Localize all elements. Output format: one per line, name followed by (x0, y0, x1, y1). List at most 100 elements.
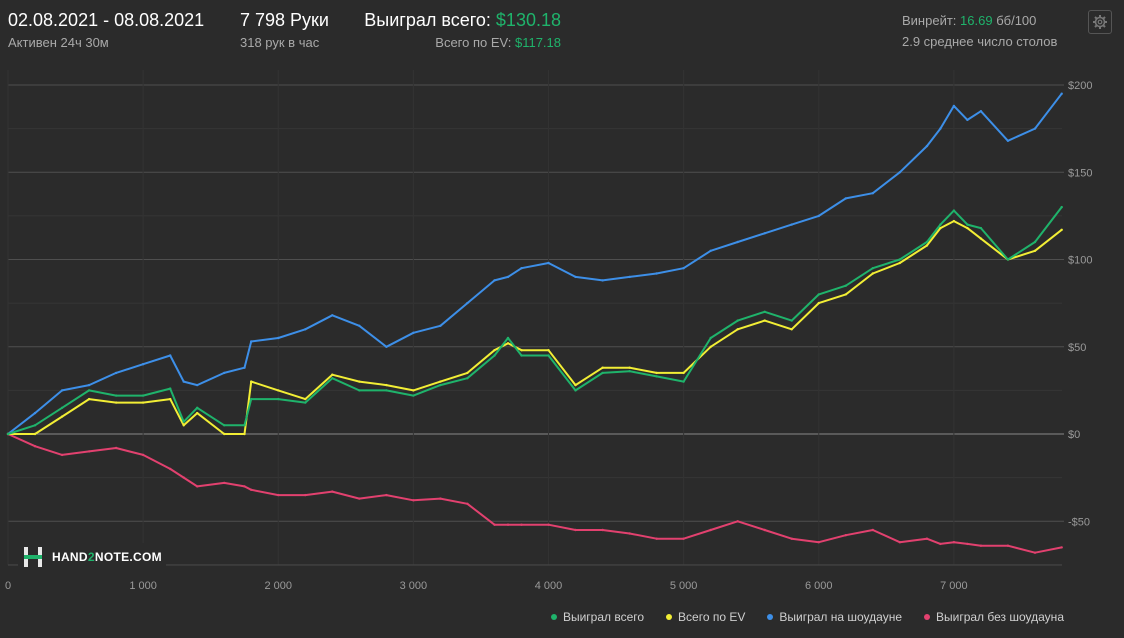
legend-label-ev: Всего по EV (678, 610, 746, 624)
data-point-won (87, 389, 91, 392)
data-point-won (601, 371, 604, 375)
data-point-showdown (385, 345, 388, 348)
data-point-showdown (1060, 92, 1063, 95)
data-point-won (304, 401, 307, 404)
data-point-showdown (243, 366, 246, 369)
data-point-ev (304, 397, 307, 401)
data-point-won (709, 336, 712, 340)
winrate: Винрейт: 16.69 бб/100 (902, 13, 1036, 28)
data-point-showdown (736, 240, 739, 244)
x-tick-label: 5 000 (670, 580, 698, 592)
data-point-non_showdown (790, 537, 793, 540)
data-point-showdown (439, 324, 442, 327)
x-tick-label: 7 000 (940, 580, 968, 592)
data-point-ev (790, 328, 793, 331)
data-point-won (277, 397, 280, 401)
data-point-won (60, 406, 64, 409)
data-point-ev (939, 226, 942, 230)
data-point-ev (520, 349, 523, 352)
data-point-ev (439, 380, 442, 383)
data-point-non_showdown (655, 537, 658, 540)
data-point-ev (196, 411, 199, 415)
data-point-won (243, 424, 246, 427)
legend-item-ev[interactable]: Всего по EV (666, 610, 745, 624)
data-point-non_showdown (817, 541, 820, 544)
data-point-ev (60, 415, 64, 418)
legend-label-won: Выиграл всего (562, 610, 645, 624)
data-point-non_showdown (628, 532, 631, 535)
legend-item-won[interactable]: Выиграл всего (550, 610, 645, 624)
gear-icon (1093, 15, 1107, 29)
legend-item-showdown[interactable]: Выиграл на шоудауне (767, 610, 902, 624)
data-point-won (169, 387, 172, 390)
data-point-won (925, 240, 929, 244)
data-point-won (358, 389, 361, 392)
hands-count: 7 798 Руки (240, 10, 329, 30)
data-point-showdown (763, 232, 766, 235)
data-point-won (493, 354, 496, 357)
data-point-non_showdown (466, 502, 469, 505)
data-point-showdown (358, 324, 361, 327)
data-point-showdown (925, 144, 929, 148)
data-point-non_showdown (520, 523, 523, 526)
data-point-won (1033, 240, 1037, 244)
data-point-non_showdown (736, 520, 739, 523)
legend-dot-icon (924, 614, 930, 620)
data-point-non_showdown (939, 542, 942, 546)
data-point-ev (979, 237, 983, 240)
grid (7, 70, 1064, 566)
y-tick-label: $200 (1068, 80, 1092, 92)
data-point-non_showdown (574, 528, 577, 532)
data-point-non_showdown (412, 499, 415, 502)
data-point-ev (182, 424, 185, 427)
data-point-showdown (979, 110, 983, 113)
data-point-showdown (574, 275, 577, 279)
data-point-non_showdown (141, 453, 145, 457)
legend-item-non-showdown[interactable]: Выиграл без шоудауна (924, 610, 1064, 624)
data-point-non_showdown (385, 493, 388, 497)
data-point-ev (33, 432, 37, 436)
data-point-non_showdown (304, 493, 307, 497)
data-point-ev (547, 349, 550, 352)
data-point-non_showdown (898, 541, 901, 544)
data-point-won (979, 226, 983, 230)
data-point-won (574, 389, 577, 392)
x-tick-label: 1 000 (129, 580, 157, 592)
data-point-ev (223, 432, 226, 436)
data-point-won (412, 394, 415, 397)
data-point-showdown (182, 380, 185, 383)
data-point-showdown (114, 371, 118, 375)
data-point-showdown (331, 314, 334, 317)
data-point-ev (250, 380, 253, 383)
data-point-non_showdown (250, 488, 253, 491)
data-point-won (506, 336, 510, 340)
data-point-non_showdown (709, 528, 712, 532)
settings-button[interactable] (1088, 10, 1112, 34)
data-point-non_showdown (871, 528, 874, 532)
data-point-won (385, 389, 388, 392)
data-point-showdown (169, 354, 172, 357)
data-point-won (939, 223, 942, 226)
avg-tables: 2.9 среднее число столов (902, 34, 1058, 49)
data-point-ev (1060, 228, 1063, 231)
data-point-showdown (520, 267, 523, 270)
series-line-ev (8, 220, 1063, 435)
logo-text: HAND2NOTE.COM (52, 550, 162, 564)
data-point-ev (358, 380, 361, 383)
data-point-ev (628, 366, 631, 369)
data-point-non_showdown (966, 542, 969, 546)
data-point-ev (844, 293, 847, 296)
data-point-showdown (60, 389, 64, 392)
x-tick-label: 4 000 (535, 580, 563, 592)
y-tick-label: $0 (1068, 429, 1080, 441)
data-point-won (331, 377, 334, 380)
active-time: Активен 24ч 30м (8, 35, 109, 50)
data-point-showdown (547, 261, 550, 265)
data-point-non_showdown (952, 541, 956, 544)
data-point-showdown (682, 267, 685, 270)
data-point-showdown (141, 363, 145, 366)
data-point-non_showdown (763, 528, 766, 532)
data-point-non_showdown (506, 523, 510, 526)
data-point-showdown (250, 340, 253, 343)
data-point-won (844, 284, 847, 287)
